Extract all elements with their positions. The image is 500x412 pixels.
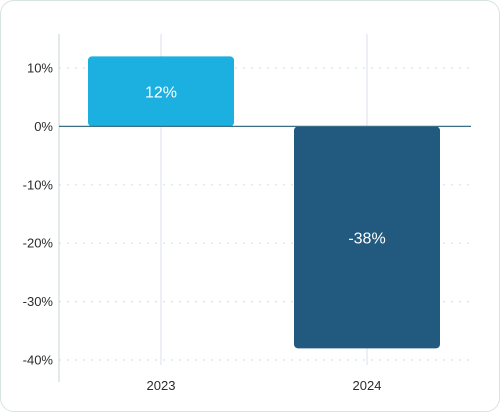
y-tick-label: -30% — [23, 294, 54, 309]
bars-layer — [88, 56, 440, 349]
x-tick-label: 2024 — [353, 378, 382, 393]
bar-2024 — [294, 126, 440, 349]
labels-layer: 10% 0% -10% -20% -30% -40% 12% -38% 2023 2024 — [23, 61, 386, 394]
x-tick-label: 2023 — [147, 378, 176, 393]
bar-2023 — [88, 56, 234, 127]
y-tick-label: -20% — [23, 236, 54, 251]
y-tick-label: 0% — [34, 119, 53, 134]
y-tick-label: -10% — [23, 177, 54, 192]
bar-data-label: -38% — [348, 230, 385, 247]
y-tick-label: 10% — [27, 61, 53, 76]
y-tick-label: -40% — [23, 353, 54, 368]
bar-data-label: 12% — [145, 84, 177, 101]
axes-layer — [58, 34, 471, 382]
